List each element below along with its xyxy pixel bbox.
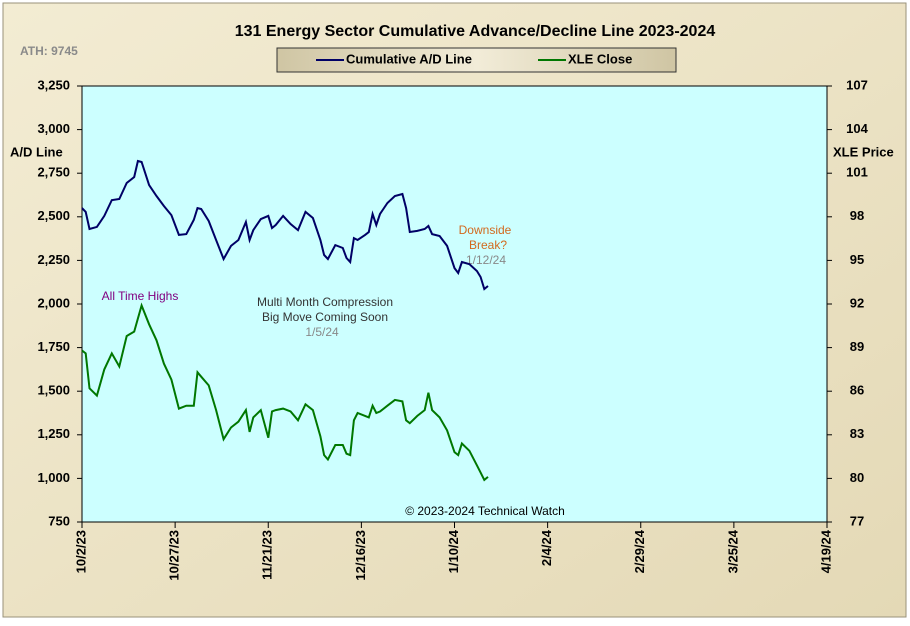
x-tick-label: 2/29/24 bbox=[632, 529, 647, 573]
y-tick-label: 2,750 bbox=[37, 165, 70, 180]
x-tick-label: 2/4/24 bbox=[539, 529, 554, 566]
x-tick-label: 3/25/24 bbox=[725, 529, 740, 573]
y-tick-label: 2,250 bbox=[37, 252, 70, 267]
y-tick-label: 750 bbox=[48, 513, 70, 528]
x-tick-label: 12/16/23 bbox=[353, 530, 368, 581]
y2-tick-label: 98 bbox=[850, 208, 864, 223]
legend-label: XLE Close bbox=[568, 51, 632, 66]
legend-label: Cumulative A/D Line bbox=[346, 51, 472, 66]
y2-tick-label: 86 bbox=[850, 383, 864, 398]
annotation: Multi Month Compression bbox=[257, 295, 393, 309]
copyright: © 2023-2024 Technical Watch bbox=[405, 504, 565, 518]
y2-tick-label: 77 bbox=[850, 513, 864, 528]
y2-tick-label: 80 bbox=[850, 470, 864, 485]
series-line bbox=[81, 159, 489, 291]
y2-tick-label: 95 bbox=[850, 252, 864, 267]
y-tick-label: 1,500 bbox=[37, 383, 70, 398]
annotation: All Time Highs bbox=[102, 289, 179, 303]
x-tick-label: 10/2/23 bbox=[73, 530, 88, 573]
y-tick-label: 2,000 bbox=[37, 295, 70, 310]
x-tick-label: 4/19/24 bbox=[818, 529, 833, 573]
y2-axis-label: XLE Price bbox=[833, 144, 894, 159]
y2-tick-label: 107 bbox=[846, 77, 868, 92]
annotation: Break? bbox=[469, 238, 507, 252]
chart-title: 131 Energy Sector Cumulative Advance/Dec… bbox=[235, 23, 716, 40]
annotation: Big Move Coming Soon bbox=[262, 310, 388, 324]
y-tick-label: 1,250 bbox=[37, 426, 70, 441]
y-tick-label: 3,250 bbox=[37, 77, 70, 92]
annotation: 1/12/24 bbox=[466, 253, 506, 267]
y-tick-label: 3,000 bbox=[37, 121, 70, 136]
y2-tick-label: 89 bbox=[850, 339, 864, 354]
annotation: 1/5/24 bbox=[305, 325, 339, 339]
annotation: ATH: 9745 bbox=[20, 44, 78, 58]
x-tick-label: 10/27/23 bbox=[167, 530, 182, 581]
series-line bbox=[81, 302, 489, 482]
y2-tick-label: 83 bbox=[850, 426, 864, 441]
plot-area bbox=[81, 85, 828, 523]
y-axis-label: A/D Line bbox=[10, 144, 63, 159]
y2-tick-label: 104 bbox=[846, 121, 868, 136]
x-tick-label: 1/10/24 bbox=[446, 529, 461, 573]
annotation: Downside bbox=[459, 223, 512, 237]
y-tick-label: 2,500 bbox=[37, 208, 70, 223]
y2-tick-label: 92 bbox=[850, 295, 864, 310]
y-tick-label: 1,000 bbox=[37, 470, 70, 485]
y-tick-label: 1,750 bbox=[37, 339, 70, 354]
y2-tick-label: 101 bbox=[846, 165, 868, 180]
x-tick-label: 11/21/23 bbox=[260, 530, 275, 580]
